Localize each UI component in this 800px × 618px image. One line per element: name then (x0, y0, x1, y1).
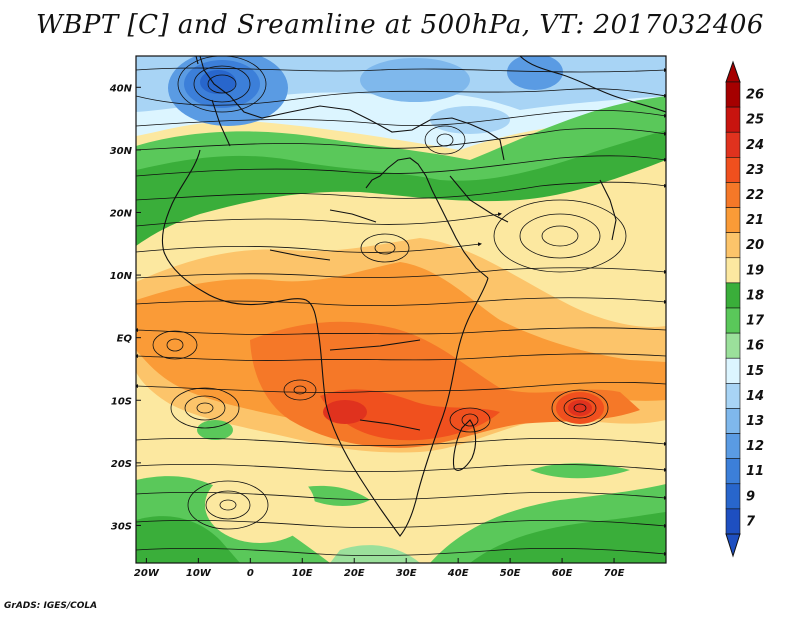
credit-text: GrADS: IGES/COLA (4, 601, 98, 611)
page-title: WBPT [C] and Sreamline at 500hPa, VT: 20… (36, 10, 764, 40)
colorbar-swatch (725, 408, 741, 434)
colorbar-label: 18 (746, 288, 764, 303)
colorbar-swatch (725, 182, 741, 208)
lat-tick-label: 20S (111, 459, 132, 470)
lat-tick-label: EQ (117, 334, 133, 345)
colorbar-swatch (725, 383, 741, 409)
colorbar-label: 12 (746, 439, 764, 454)
colorbar-swatch (725, 282, 741, 309)
lon-tick-label: 0 (247, 568, 254, 579)
colorbar-swatch (725, 207, 741, 233)
lat-tick-label: 40N (109, 83, 133, 94)
colorbar-top-arrow (725, 60, 741, 83)
lon-tick-label: 30E (396, 568, 417, 579)
map-frame (135, 55, 667, 564)
colorbar: 26 25 24 23 22 21 20 19 18 17 16 15 14 13 12 11 9 7 (725, 60, 765, 558)
lat-tick-label: 20N (110, 208, 133, 219)
colorbar-swatch (725, 81, 741, 108)
colorbar-label: 14 (746, 389, 764, 404)
lat-tick-label: 10S (111, 396, 132, 407)
colorbar-swatch (725, 307, 741, 334)
colorbar-swatch (725, 157, 741, 183)
colorbar-label: 21 (746, 213, 764, 228)
lon-tick-label: 50E (500, 568, 521, 579)
lon-tick-label: 60E (552, 568, 573, 579)
colorbar-label: 9 (746, 489, 755, 504)
longitude-axis: 20W 10W 0 10E 20E 30E 40E 50E 60E 70E (134, 558, 625, 579)
colorbar-swatch (725, 508, 741, 535)
colorbar-label: 17 (746, 314, 765, 329)
lon-tick-label: 70E (604, 568, 625, 579)
colorbar-label: 7 (746, 514, 756, 529)
colorbar-swatch (725, 357, 741, 384)
colorbar-label: 13 (746, 414, 764, 429)
lat-tick-label: 10N (110, 271, 133, 282)
colorbar-swatch (725, 232, 741, 259)
colorbar-label: 25 (746, 113, 764, 128)
colorbar-label: 11 (746, 464, 764, 479)
lat-tick-label: 30N (110, 146, 133, 157)
colorbar-label: 24 (746, 138, 764, 153)
colorbar-swatch (725, 433, 741, 459)
colorbar-swatch (725, 458, 741, 485)
lon-tick-label: 10W (186, 568, 212, 579)
colorbar-swatch (725, 106, 741, 133)
lon-tick-label: 10E (292, 568, 313, 579)
colorbar-label: 22 (746, 188, 764, 203)
lat-tick-label: 30S (111, 521, 132, 532)
colorbar-label: 19 (746, 263, 764, 278)
colorbar-swatch (725, 131, 741, 158)
colorbar-label: 26 (746, 88, 764, 103)
colorbar-label: 16 (746, 339, 764, 354)
colorbar-swatch (725, 483, 741, 510)
colorbar-label: 23 (746, 163, 764, 178)
latitude-axis: 40N 30N 20N 10N EQ 10S 20S 30S (109, 83, 141, 532)
colorbar-label: 15 (746, 364, 764, 379)
colorbar-label: 20 (746, 238, 764, 253)
temperature-field (136, 56, 666, 563)
lon-tick-label: 20W (134, 568, 160, 579)
colorbar-swatch (725, 332, 741, 359)
lon-tick-label: 40E (447, 568, 469, 579)
coastlines (161, 56, 666, 537)
streamlines (136, 56, 666, 557)
colorbar-bottom-arrow (725, 533, 741, 558)
lon-tick-label: 20E (344, 568, 365, 579)
colorbar-swatch (725, 257, 741, 284)
